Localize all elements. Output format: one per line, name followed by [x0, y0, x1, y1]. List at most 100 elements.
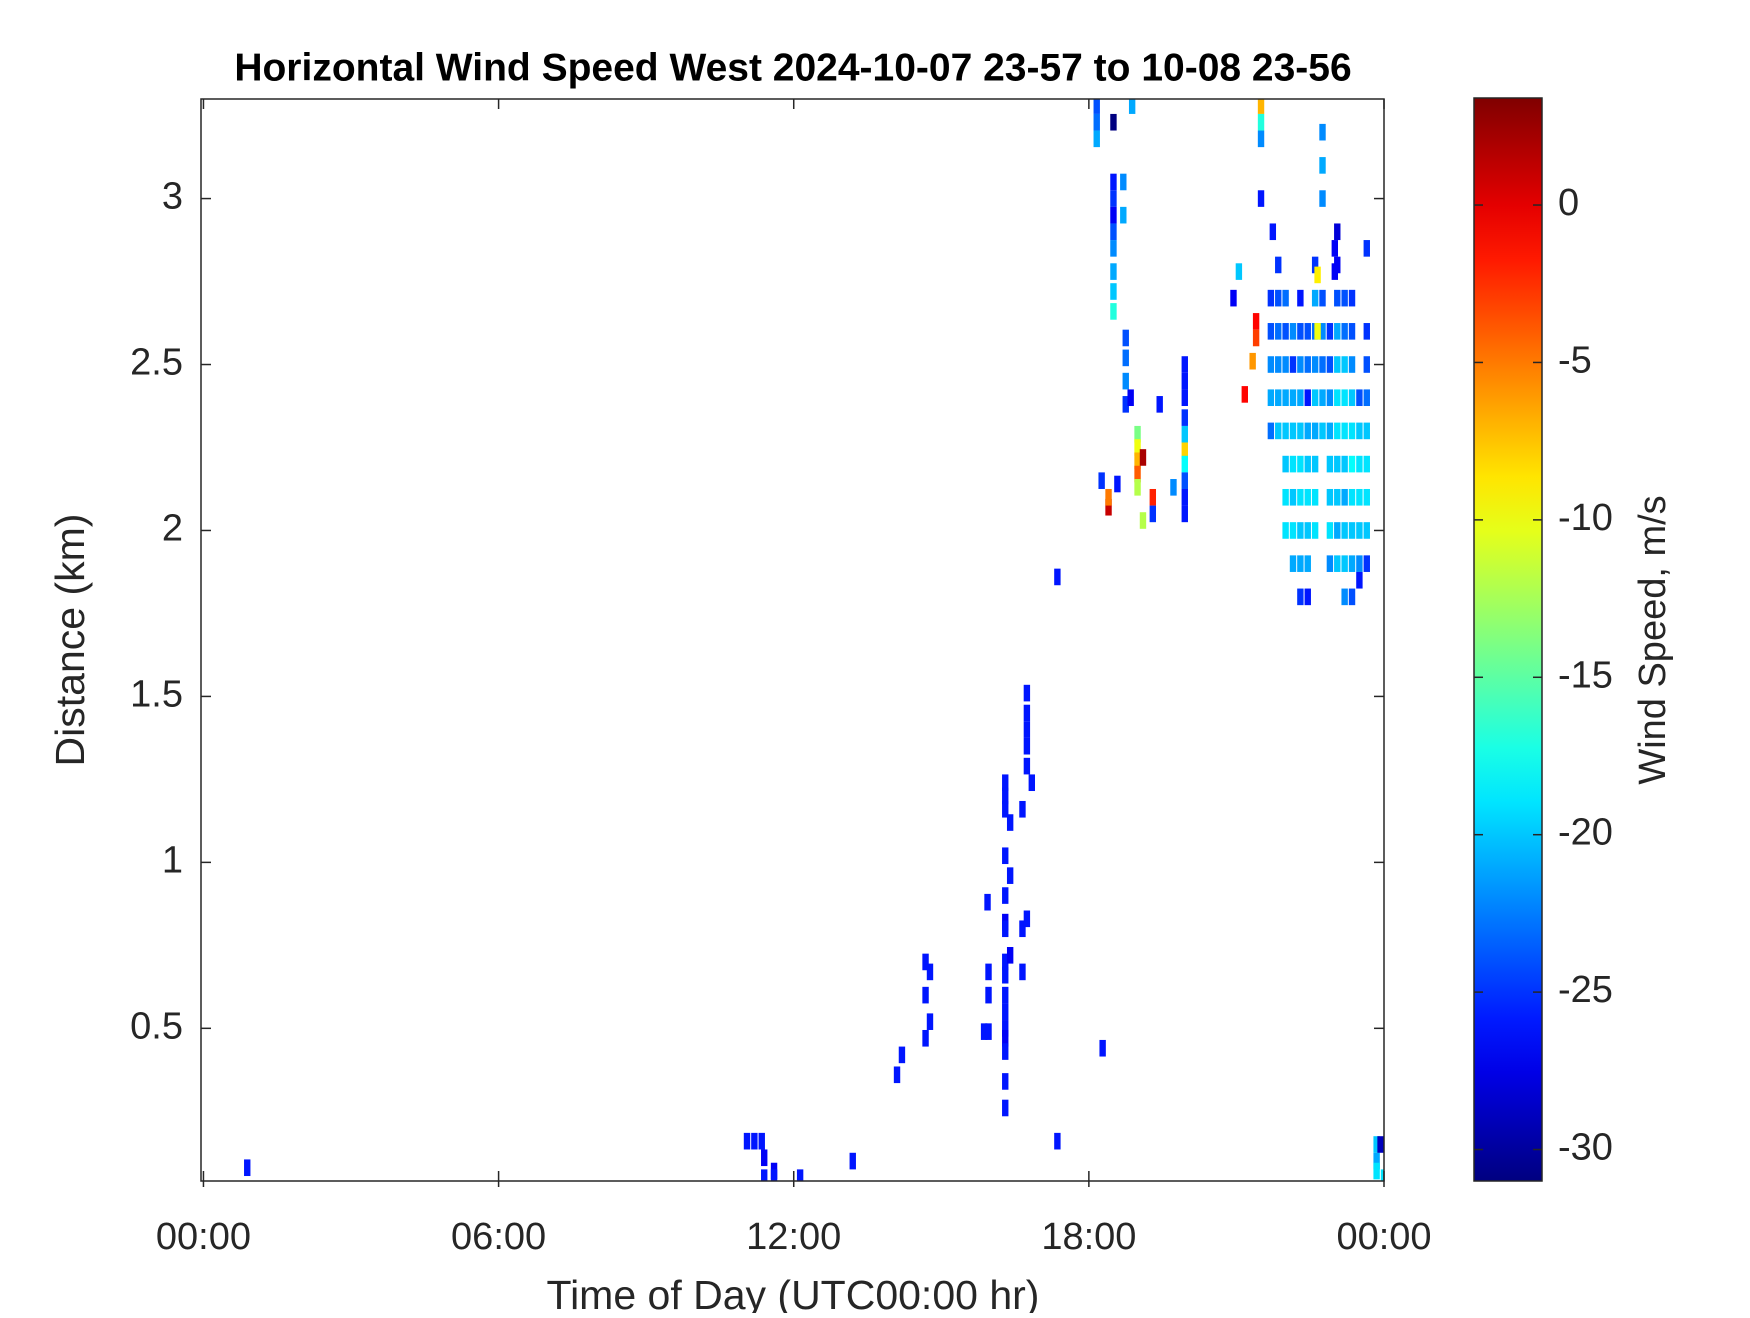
cell	[1331, 263, 1339, 280]
colorbar	[1474, 98, 1542, 1181]
cell	[1181, 455, 1188, 473]
cell	[1356, 571, 1363, 589]
cell	[985, 963, 992, 981]
cell	[1373, 1152, 1380, 1170]
cell	[1304, 488, 1311, 506]
y-axis-label: Distance (km)	[47, 514, 93, 767]
cell	[1181, 425, 1188, 443]
y-tick-label: 0.5	[130, 1005, 183, 1047]
cell	[1326, 356, 1334, 373]
x-tick-label: 00:00	[1336, 1216, 1431, 1258]
cell	[761, 1149, 768, 1167]
cell	[1257, 113, 1265, 131]
colorbar-frame	[1473, 97, 1543, 1182]
y-tick-label: 3	[162, 176, 183, 218]
cell	[1023, 757, 1031, 775]
cell	[1341, 588, 1348, 606]
cell	[1156, 396, 1163, 413]
cell	[1257, 99, 1265, 114]
cell	[1363, 323, 1370, 340]
cell	[1099, 1039, 1106, 1057]
y-tick-label: 2	[162, 508, 183, 550]
cell	[1334, 422, 1341, 440]
cell	[1028, 774, 1036, 792]
cell	[1002, 953, 1009, 971]
cell	[922, 1029, 929, 1047]
cell	[1297, 289, 1304, 307]
cell	[1373, 1162, 1380, 1180]
cell	[1275, 422, 1282, 440]
cell	[1297, 422, 1304, 440]
cell	[1311, 256, 1319, 274]
cell	[1377, 1136, 1384, 1153]
cell	[985, 986, 992, 1004]
cell	[1334, 389, 1341, 407]
cell	[1110, 263, 1117, 280]
cell	[1297, 488, 1304, 506]
cell	[1341, 522, 1348, 539]
cell	[1348, 522, 1356, 539]
cell	[1334, 488, 1341, 506]
cell	[244, 1159, 251, 1177]
cell	[1341, 422, 1348, 440]
cell	[1319, 157, 1326, 174]
cell	[1275, 389, 1282, 407]
cell	[1128, 99, 1136, 114]
cell	[1326, 389, 1334, 407]
cell	[1326, 455, 1334, 473]
cell	[796, 1169, 804, 1181]
cell	[1023, 721, 1031, 738]
cell	[1319, 323, 1326, 340]
cell	[1019, 963, 1026, 981]
cell	[1319, 356, 1326, 373]
cell	[1348, 455, 1356, 473]
cell	[1006, 867, 1014, 884]
cell	[1181, 389, 1188, 407]
cell	[1134, 452, 1141, 470]
cell	[1326, 323, 1334, 340]
cell	[1002, 986, 1009, 1004]
cell	[1289, 389, 1297, 407]
cell	[1275, 323, 1282, 340]
cell-layer	[244, 99, 1384, 1181]
cell	[1341, 555, 1348, 572]
cell	[1311, 289, 1319, 307]
cell	[1334, 455, 1341, 473]
x-axis-label: Time of Day (UTC00:00 hr)	[547, 1272, 1040, 1313]
cell	[1105, 488, 1112, 506]
cell	[1334, 289, 1341, 307]
cell	[1002, 800, 1009, 818]
cell	[1341, 488, 1348, 506]
cell	[985, 1023, 992, 1040]
cell	[1282, 389, 1289, 407]
cell	[1181, 356, 1188, 373]
cell	[1289, 522, 1297, 539]
cell	[1235, 263, 1243, 280]
cell	[1019, 800, 1026, 818]
cell	[1363, 488, 1370, 506]
cell	[1282, 356, 1289, 373]
cell	[1304, 323, 1311, 340]
cell	[1002, 1020, 1009, 1037]
y-tick-label: 1	[162, 839, 183, 881]
cell	[1348, 389, 1356, 407]
cell	[1134, 439, 1141, 456]
cell	[1348, 422, 1356, 440]
cell	[1134, 479, 1141, 496]
cell	[1356, 389, 1363, 407]
colorbar-tick-label: -10	[1558, 497, 1613, 539]
cell	[1297, 389, 1304, 407]
cell	[1363, 522, 1370, 539]
cell	[1252, 313, 1260, 330]
cell	[1149, 505, 1157, 523]
cell	[1023, 737, 1031, 755]
cell	[1120, 206, 1127, 224]
cell	[1267, 323, 1275, 340]
y-tick-label: 1.5	[130, 673, 183, 715]
cell	[1120, 173, 1127, 191]
cell	[1002, 1043, 1009, 1060]
cell	[1002, 1073, 1009, 1090]
cell	[1006, 814, 1014, 831]
